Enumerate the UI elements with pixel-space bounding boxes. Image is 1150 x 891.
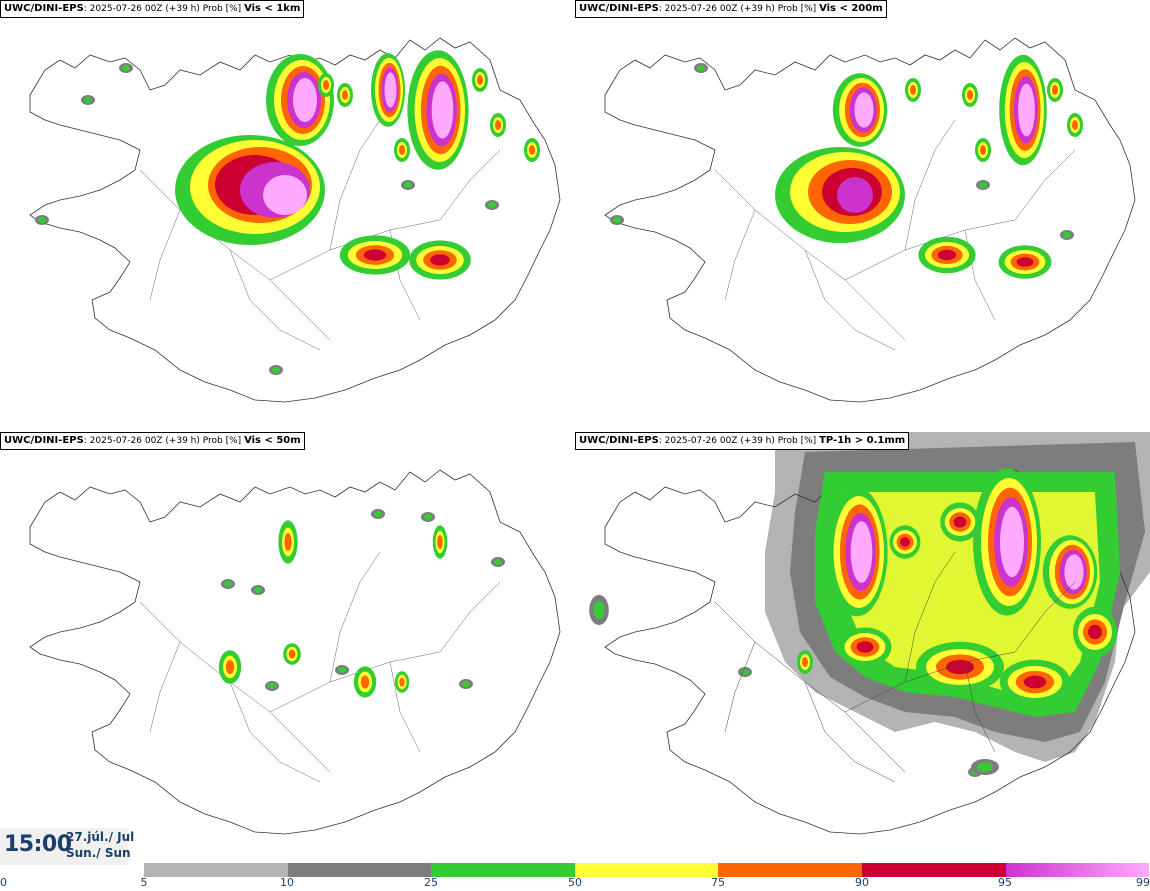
color-bar-segment	[862, 863, 1006, 877]
map-vis-200m	[604, 37, 1136, 403]
valid-time: 15:00	[4, 832, 72, 857]
color-bar-tick: 99	[1136, 876, 1150, 889]
color-bar-segment	[144, 863, 288, 877]
map-tp-1h	[589, 432, 1150, 835]
panel-title: UWC/DINI-EPS: 2025-07-26 00Z (+39 h) Pro…	[575, 432, 910, 450]
color-bar-segment	[574, 863, 719, 877]
color-bar-tick: 90	[855, 876, 869, 889]
panel-title: UWC/DINI-EPS: 2025-07-26 00Z (+39 h) Pro…	[575, 0, 887, 18]
run-info: 2025-07-26 00Z (+39 h) Prob [%]	[664, 436, 817, 446]
run-info: 2025-07-26 00Z (+39 h) Prob [%]	[89, 4, 242, 14]
color-bar-tick: 25	[424, 876, 438, 889]
variable-label: Vis < 200m	[819, 3, 883, 14]
model-name: UWC/DINI-EPS	[579, 3, 659, 14]
variable-label: Vis < 50m	[244, 435, 301, 446]
map-panel-vis-200m: UWC/DINI-EPS: 2025-07-26 00Z (+39 h) Pro…	[575, 0, 1150, 430]
color-bar-tick: 50	[568, 876, 582, 889]
panel-title: UWC/DINI-EPS: 2025-07-26 00Z (+39 h) Pro…	[0, 0, 305, 18]
panel-title: UWC/DINI-EPS: 2025-07-26 00Z (+39 h) Pro…	[0, 432, 305, 450]
color-bar-segment	[431, 863, 575, 877]
model-name: UWC/DINI-EPS	[4, 435, 84, 446]
color-bar-tick: 75	[711, 876, 725, 889]
color-bar-tick: 10	[280, 876, 294, 889]
valid-weekday: Sun./ Sun	[66, 846, 131, 860]
variable-label: Vis < 1km	[244, 3, 301, 14]
valid-time-box	[0, 828, 128, 865]
color-bar-segment	[1005, 863, 1150, 877]
map-vis-50m	[29, 469, 561, 835]
valid-date: 27.júl./ Jul	[66, 830, 135, 844]
run-info: 2025-07-26 00Z (+39 h) Prob [%]	[664, 4, 817, 14]
run-info: 2025-07-26 00Z (+39 h) Prob [%]	[89, 436, 242, 446]
variable-label: TP-1h > 0.1mm	[819, 435, 906, 446]
map-panel-vis-1km: UWC/DINI-EPS: 2025-07-26 00Z (+39 h) Pro…	[0, 0, 575, 430]
map-panel-tp-1h: UWC/DINI-EPS: 2025-07-26 00Z (+39 h) Pro…	[575, 432, 1150, 862]
map-vis-1km	[29, 37, 561, 403]
model-name: UWC/DINI-EPS	[579, 435, 659, 446]
color-bar-tick: 95	[998, 876, 1012, 889]
color-bar-segment	[287, 863, 432, 877]
color-bar-segment	[718, 863, 862, 877]
model-name: UWC/DINI-EPS	[4, 3, 84, 14]
color-bar-tick: 0	[0, 876, 7, 889]
color-bar-tick: 5	[140, 876, 148, 889]
map-panel-vis-50m: UWC/DINI-EPS: 2025-07-26 00Z (+39 h) Pro…	[0, 432, 575, 862]
